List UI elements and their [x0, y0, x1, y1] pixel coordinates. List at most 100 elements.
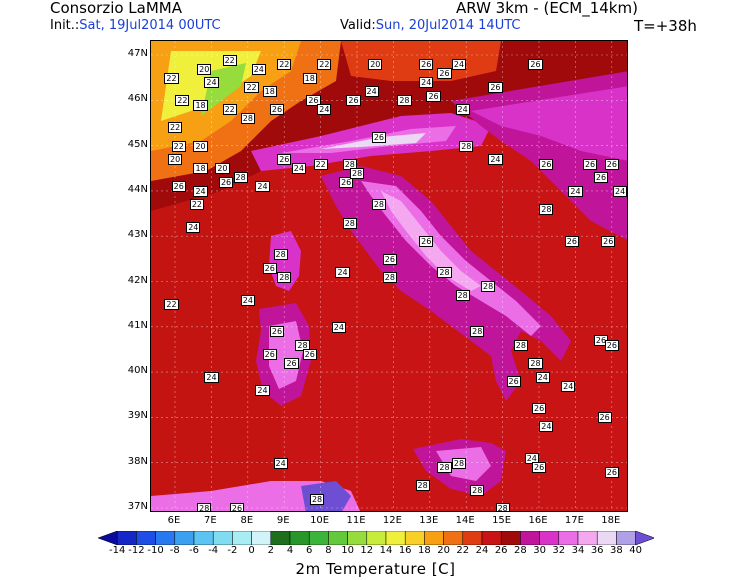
- valid-label: Valid:: [340, 18, 376, 33]
- temperature-label: 28: [233, 172, 248, 184]
- temperature-label: 28: [459, 140, 474, 152]
- temperature-label: 24: [291, 163, 306, 175]
- temperature-label: 26: [601, 235, 616, 247]
- temperature-label: 26: [419, 235, 434, 247]
- temperature-label: 24: [186, 222, 201, 234]
- longitude-label: 18E: [601, 515, 621, 526]
- temperature-label: 28: [451, 457, 467, 469]
- temperature-label: 18: [262, 86, 277, 98]
- colorbar-segment: [347, 531, 368, 545]
- temperature-label: 26: [593, 172, 609, 184]
- latitude-label: 44N: [127, 183, 148, 195]
- valid-value: Sun, 20Jul2014 14UTC: [375, 18, 521, 33]
- organization-title: Consorzio LaMMA: [50, 0, 182, 17]
- temperature-label: 22: [189, 199, 205, 211]
- latitude-label: 47N: [127, 48, 148, 59]
- temperature-label: 26: [229, 503, 245, 512]
- latitude-label: 41N: [127, 319, 148, 331]
- temperature-label: 28: [277, 271, 292, 283]
- temperature-label: 22: [175, 95, 190, 107]
- temperature-label: 26: [528, 59, 543, 71]
- colorbar-segment: [136, 531, 156, 545]
- temperature-label: 24: [240, 294, 255, 306]
- temperature-label: 20: [197, 63, 212, 75]
- temperature-label: 26: [419, 59, 434, 71]
- temperature-label: 20: [368, 59, 383, 71]
- colorbar-segment: [328, 531, 348, 545]
- colorbar-tick-label: 6: [306, 545, 313, 556]
- temperature-label: 20: [168, 154, 183, 166]
- temperature-label: 24: [204, 371, 219, 383]
- init-time: Init.:Sat, 19Jul2014 00UTC: [50, 18, 221, 34]
- colorbar-segment: [289, 531, 310, 545]
- colorbar-segment: [193, 531, 214, 545]
- temperature-label: 26: [218, 176, 234, 188]
- temperature-label: 22: [171, 140, 186, 152]
- temperature-label: 24: [535, 371, 550, 383]
- colorbar-segment: [424, 531, 444, 545]
- model-title: ARW 3km - (ECM_14km): [456, 0, 638, 17]
- init-value: Sat, 19Jul2014 00UTC: [79, 18, 221, 33]
- temperature-label: 18: [193, 163, 208, 175]
- colorbar-segment: [155, 531, 176, 545]
- temperature-label: 26: [171, 181, 186, 193]
- temperature-label: 28: [342, 158, 357, 170]
- colorbar-tick-label: -10: [147, 545, 164, 556]
- temperature-label: 28: [539, 204, 554, 216]
- longitude-label: 14E: [455, 515, 475, 526]
- colorbar-tick-label: 4: [286, 545, 294, 556]
- temperature-label: 26: [302, 348, 317, 360]
- temperature-label: 26: [269, 326, 285, 338]
- temperature-label: 28: [309, 493, 325, 505]
- colorbar-segment: [232, 531, 252, 545]
- colorbar-tick-label: 24: [475, 545, 489, 556]
- alps-peaks-cool: [201, 63, 246, 116]
- temperature-label: 24: [613, 185, 627, 197]
- longitude-label: 6E: [167, 515, 181, 526]
- longitude-label: 17E: [564, 515, 584, 526]
- temperature-label: 24: [539, 421, 554, 433]
- colorbar-low-arrow: [98, 531, 118, 545]
- temperature-label: 28: [371, 199, 387, 211]
- forecast-step: T=+38h: [634, 17, 697, 35]
- longitude-label: 15E: [492, 515, 512, 526]
- temperature-label: 28: [481, 281, 496, 293]
- colorbar-tick-label: 8: [325, 545, 332, 556]
- temperature-label: 28: [295, 339, 310, 351]
- temperature-label: 26: [426, 90, 441, 102]
- temperature-label: 26: [284, 358, 299, 370]
- colorbar-tick-label: 40: [629, 545, 642, 556]
- temperature-label: 24: [331, 321, 346, 333]
- longitude-label: 13E: [419, 515, 439, 526]
- temperature-label: 28: [470, 326, 485, 338]
- colorbar-tick-label: 32: [552, 545, 566, 556]
- temperature-label: 28: [273, 249, 288, 261]
- colorbar-segment: [251, 531, 272, 545]
- colorbar-tick-label: 22: [456, 545, 470, 556]
- temperature-label: 26: [269, 104, 285, 116]
- colorbar-tick-label: -4: [208, 545, 219, 556]
- temperature-label: 22: [222, 104, 237, 116]
- temperature-label: 28: [470, 484, 485, 496]
- latitude-label: 46N: [127, 93, 148, 105]
- colorbar-tick-label: 0: [248, 545, 255, 556]
- colorbar-segment: [500, 531, 521, 545]
- colorbar-segment: [116, 531, 137, 545]
- colorbar-segment: [577, 531, 598, 545]
- longitude-label: 11E: [346, 515, 366, 526]
- colorbar-high-arrow: [635, 531, 654, 545]
- temperature-label: 28: [342, 217, 357, 229]
- temperature-label: 26: [262, 348, 277, 360]
- temperature-label: 22: [164, 72, 179, 84]
- temperature-label: 26: [339, 176, 354, 188]
- temperature-label: 22: [277, 59, 292, 71]
- longitude-label: 7E: [204, 515, 217, 526]
- temperature-label: 26: [604, 158, 619, 170]
- longitude-label: 16E: [528, 515, 548, 526]
- temperature-label: 22: [168, 122, 183, 134]
- colorbar-segment: [366, 531, 387, 545]
- temperature-label: 24: [335, 267, 350, 279]
- temperature-label: 24: [251, 63, 266, 75]
- temperature-label: 26: [597, 412, 612, 424]
- temperature-label: 18: [193, 99, 208, 111]
